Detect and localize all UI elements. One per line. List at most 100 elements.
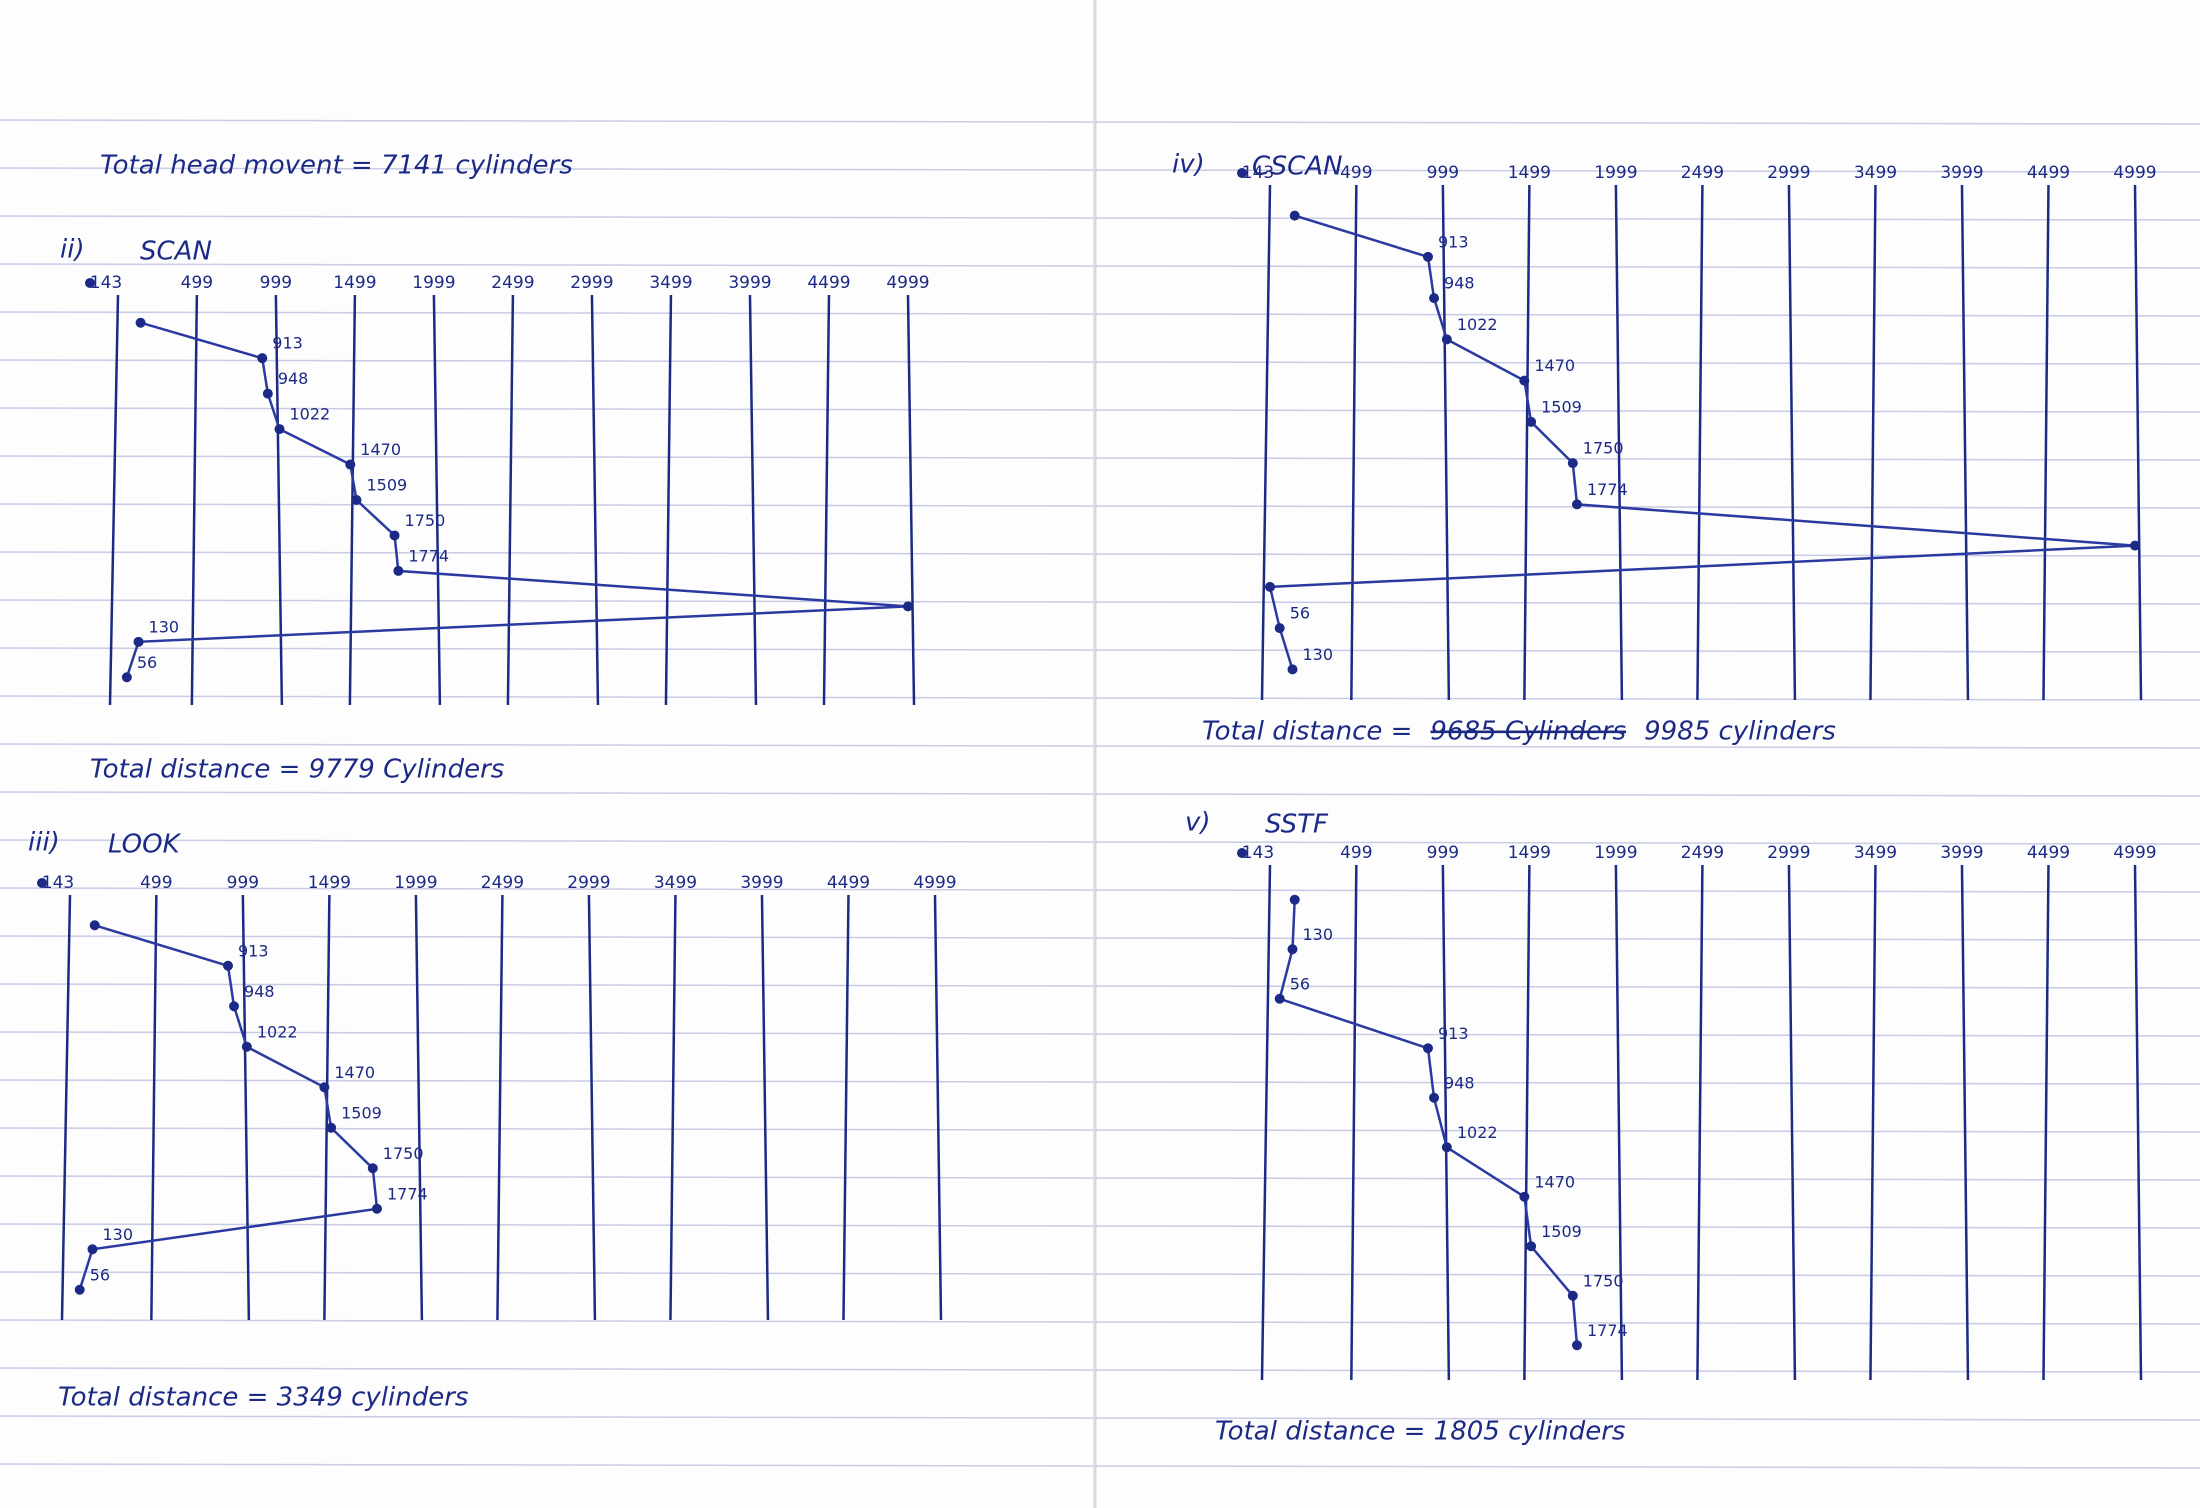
grid-line — [1787, 864, 1797, 1381]
point-label: 1509 — [1541, 397, 1582, 416]
head-point — [2130, 540, 2140, 551]
point-label: 1470 — [1534, 356, 1575, 375]
x-tick-label: 499 — [181, 273, 213, 293]
section-label: iii) — [28, 828, 60, 858]
head-point — [393, 565, 404, 576]
rule — [0, 791, 2200, 797]
rule — [0, 263, 2200, 269]
rule — [0, 1031, 2200, 1037]
head-point — [229, 1001, 240, 1012]
start-dot — [1237, 168, 1247, 178]
point-label: 913 — [272, 334, 303, 353]
x-tick-label: 3499 — [1854, 843, 1897, 863]
x-tick-label: 3499 — [1854, 163, 1897, 183]
x-tick-label: 2999 — [567, 873, 610, 893]
point-label: 56 — [1290, 974, 1310, 993]
point-label: 1022 — [290, 405, 331, 424]
grid-line — [414, 894, 424, 1321]
x-tick-label: 1499 — [308, 873, 351, 893]
point-label: 56 — [137, 653, 157, 672]
section-title: SCAN — [140, 237, 212, 267]
rule — [0, 1319, 2200, 1325]
rule — [0, 1175, 2200, 1181]
grid-line — [190, 294, 199, 706]
head-point — [257, 353, 268, 364]
x-tick-label: 1999 — [412, 273, 455, 293]
point-label: 1509 — [1541, 1222, 1582, 1241]
head-point — [1429, 293, 1440, 304]
rule — [0, 359, 2200, 365]
head-point — [121, 672, 132, 683]
total-distance: Total distance = 9779 Cylinders — [90, 755, 504, 785]
rule — [0, 1415, 2200, 1421]
point-label: 1750 — [405, 511, 446, 530]
head-path — [78, 924, 379, 1291]
rule — [0, 1271, 2200, 1277]
ruled-lines — [0, 119, 2200, 1469]
head-point — [222, 960, 233, 971]
grid-line — [587, 894, 597, 1321]
head-point — [1287, 664, 1298, 675]
rule — [0, 599, 2200, 605]
head-point — [1265, 581, 1275, 592]
start-dot — [1237, 848, 1247, 858]
rule — [0, 839, 2200, 845]
x-tick-label: 999 — [227, 873, 259, 893]
x-tick-label: 4499 — [827, 873, 870, 893]
grid-line — [933, 894, 943, 1321]
x-tick-label: 2499 — [491, 273, 534, 293]
rule — [0, 551, 2200, 557]
head-point — [1519, 1191, 1530, 1202]
head-point — [1441, 334, 1452, 345]
grid-line — [1960, 184, 1970, 701]
rule — [0, 311, 2200, 317]
grid-line — [1523, 184, 1531, 701]
x-tick-label: 999 — [1427, 843, 1459, 863]
x-tick-label: 4999 — [913, 873, 956, 893]
head-point — [1571, 1340, 1582, 1351]
grid-line — [1869, 864, 1877, 1381]
point-label: 913 — [1438, 232, 1469, 251]
rule — [0, 167, 2200, 173]
head-point — [1429, 1092, 1440, 1103]
head-point — [326, 1122, 337, 1133]
grid-line — [274, 294, 284, 706]
head-point — [1519, 375, 1530, 386]
grid-line — [1614, 864, 1624, 1381]
point-label: 56 — [1290, 604, 1310, 623]
grid-line — [241, 894, 251, 1321]
rule — [0, 1223, 2200, 1229]
head-point — [345, 459, 356, 470]
point-label: 56 — [90, 1265, 110, 1284]
rule — [0, 1463, 2200, 1469]
rule — [0, 455, 2200, 461]
grid-line — [906, 294, 916, 706]
x-tick-label: 3499 — [654, 873, 697, 893]
head-point — [1567, 1290, 1578, 1301]
head-point — [903, 601, 913, 612]
x-tick-label: 1999 — [394, 873, 437, 893]
point-label: 1470 — [1534, 1172, 1575, 1191]
point-label: 1022 — [257, 1022, 298, 1041]
grid-line — [496, 894, 504, 1321]
point-label: 1509 — [366, 476, 407, 495]
point-label: 1470 — [360, 440, 401, 459]
head-point — [1567, 458, 1578, 469]
head-point — [1422, 251, 1433, 262]
head-point — [274, 424, 285, 435]
section-label: iv) — [1172, 150, 1205, 180]
grid-line — [2042, 864, 2050, 1381]
rule — [0, 407, 2200, 413]
grid-line — [2133, 864, 2143, 1381]
head-point — [389, 530, 400, 541]
head-point — [74, 1284, 85, 1295]
x-tick-label: 1999 — [1594, 843, 1637, 863]
x-tick-label: 4499 — [2027, 843, 2070, 863]
x-tick-label: 4499 — [807, 273, 850, 293]
x-tick-label: 2999 — [570, 273, 613, 293]
head-path — [1268, 214, 2136, 670]
grid-line — [669, 894, 677, 1321]
head-point — [1441, 1142, 1452, 1153]
x-tick-label: 2499 — [1681, 163, 1724, 183]
x-tick-label: 3999 — [1940, 843, 1983, 863]
